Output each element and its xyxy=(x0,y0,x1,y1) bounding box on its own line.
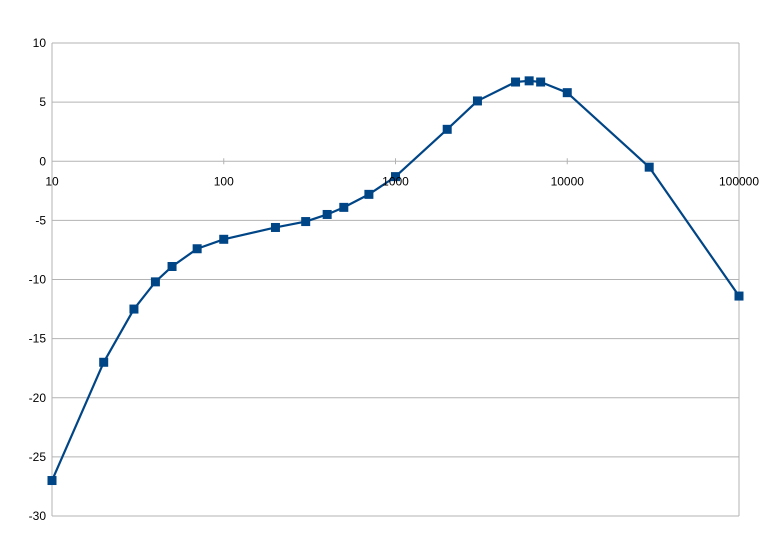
data-point xyxy=(524,76,534,86)
data-point xyxy=(562,88,572,98)
data-point xyxy=(442,124,452,134)
data-point xyxy=(472,96,482,106)
data-point xyxy=(536,77,546,87)
data-point xyxy=(364,189,374,199)
data-point xyxy=(339,202,349,212)
y-tick-label: -15 xyxy=(29,332,47,346)
data-point xyxy=(644,162,654,172)
y-tick-label: -25 xyxy=(29,450,47,464)
y-tick-label: 5 xyxy=(39,95,46,109)
data-point xyxy=(301,217,311,227)
data-series xyxy=(47,76,744,486)
data-point xyxy=(511,77,521,87)
y-tick-label: 10 xyxy=(33,36,47,50)
x-tick-label: 10 xyxy=(45,174,59,188)
tick-labels: 10 5 0 -5 -10 -15 -20 -25 -30 10 100 1000 10000 10000… xyxy=(29,36,760,523)
x-tick-label: 100 xyxy=(214,174,234,188)
data-point xyxy=(391,172,400,182)
data-point xyxy=(150,277,160,287)
x-tick-label: 100000 xyxy=(719,174,759,188)
y-tick-label: -5 xyxy=(35,213,46,227)
data-point xyxy=(47,476,57,486)
data-point xyxy=(322,209,332,219)
gridlines xyxy=(52,42,739,517)
y-tick-label: -30 xyxy=(29,509,47,523)
data-point xyxy=(129,304,139,314)
y-tick-label: -20 xyxy=(29,391,47,405)
data-point xyxy=(167,261,177,271)
data-point xyxy=(270,222,280,232)
x-tick-label: 1000 xyxy=(382,174,409,188)
y-tick-label: -10 xyxy=(29,273,47,287)
y-tick-label: 0 xyxy=(39,154,46,168)
data-point xyxy=(219,234,229,244)
x-tick-label: 10000 xyxy=(551,174,585,188)
data-point xyxy=(734,291,744,301)
data-point xyxy=(192,244,202,254)
axes xyxy=(51,43,740,516)
data-point xyxy=(99,357,109,367)
